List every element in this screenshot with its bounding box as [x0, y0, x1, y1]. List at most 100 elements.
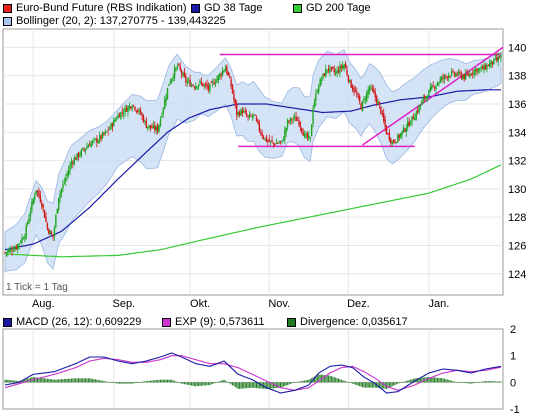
divergence-bar: [381, 382, 383, 389]
divergence-bar: [298, 381, 300, 383]
candle-body: [312, 108, 314, 124]
candle-body: [12, 250, 15, 252]
candle-body: [363, 98, 365, 101]
divergence-bar: [46, 378, 48, 383]
candle-body: [402, 127, 405, 133]
divergence-bar: [117, 382, 119, 384]
candle-body: [381, 112, 383, 114]
price-tick-label: 140: [508, 42, 526, 54]
divergence-bar: [402, 381, 404, 383]
divergence-bar: [337, 378, 339, 383]
candle-body: [387, 133, 389, 134]
divergence-bar: [305, 380, 307, 383]
candle-body: [306, 132, 309, 138]
divergence-bar: [460, 382, 462, 383]
divergence-bar: [192, 382, 194, 386]
divergence-bar: [123, 382, 125, 384]
candle-body: [163, 99, 166, 109]
legend-swatch-sma200: [293, 3, 302, 13]
divergence-bar: [353, 382, 355, 385]
divergence-bar: [391, 382, 393, 387]
divergence-bar: [496, 381, 498, 383]
divergence-bar: [232, 382, 234, 386]
divergence-bar: [230, 382, 232, 385]
candle-body: [118, 114, 121, 118]
divergence-bar: [289, 382, 291, 384]
month-label: Sep.: [112, 298, 135, 310]
divergence-bar: [288, 382, 290, 385]
candle-body: [57, 197, 60, 210]
divergence-bar: [329, 375, 331, 383]
divergence-bar: [141, 381, 143, 383]
candle-body: [158, 124, 160, 132]
candle-body: [52, 234, 54, 238]
candle-body: [384, 119, 386, 127]
candle-body: [443, 75, 446, 79]
divergence-bar: [53, 379, 55, 383]
divergence-bar: [72, 378, 74, 383]
divergence-bar: [427, 377, 429, 383]
divergence-bar: [494, 381, 496, 383]
divergence-bar: [106, 381, 108, 383]
divergence-bar: [451, 380, 453, 383]
legend-exp-label: EXP (9): 0,573611: [175, 316, 265, 328]
candle-body: [55, 215, 57, 227]
divergence-bar: [219, 381, 221, 383]
candle-body: [166, 87, 169, 99]
candle-body: [293, 116, 296, 118]
candle-body: [439, 78, 441, 83]
candle-body: [498, 57, 501, 59]
price-tick-label: 128: [508, 212, 526, 224]
candle-body: [31, 202, 33, 211]
candle-body: [364, 99, 367, 101]
divergence-bar: [410, 379, 412, 383]
candle-body: [286, 120, 289, 127]
divergence-bar: [453, 381, 455, 383]
candle-body: [320, 79, 323, 81]
divergence-bar: [155, 380, 157, 383]
divergence-bar: [246, 382, 248, 389]
divergence-bar: [216, 382, 218, 383]
candle-body: [49, 230, 51, 235]
candles: [4, 51, 502, 257]
candle-body: [226, 66, 228, 74]
divergence-bar: [103, 381, 105, 383]
candle-body: [156, 125, 159, 132]
candle-body: [107, 130, 109, 131]
divergence-bar: [66, 378, 68, 383]
divergence-bar: [405, 381, 407, 383]
candle-body: [353, 88, 355, 93]
candle-body: [457, 71, 460, 74]
divergence-bar: [121, 382, 123, 384]
divergence-bar: [431, 377, 433, 383]
candle-body: [272, 142, 275, 144]
divergence-bar: [116, 382, 118, 384]
divergence-bar: [39, 377, 41, 383]
candle-body: [155, 126, 157, 131]
divergence-bar: [455, 381, 457, 383]
divergence-bar: [325, 375, 327, 383]
candle-body: [74, 158, 77, 160]
candle-body: [319, 79, 321, 87]
divergence-bar: [169, 379, 171, 383]
candle-body: [144, 120, 146, 122]
divergence-bar: [28, 378, 30, 383]
candle-body: [196, 86, 198, 88]
divergence-bar: [257, 382, 259, 389]
divergence-bar: [486, 381, 488, 383]
candle-body: [175, 67, 177, 71]
candle-body: [326, 69, 328, 71]
divergence-bar: [500, 381, 502, 383]
candle-body: [190, 84, 193, 87]
candle-body: [449, 76, 451, 78]
candle-body: [5, 252, 8, 254]
divergence-bar: [90, 378, 92, 383]
divergence-bar: [239, 382, 241, 389]
candle-body: [323, 73, 326, 76]
divergence-bar: [151, 380, 153, 383]
candle-body: [438, 82, 440, 85]
candle-body: [233, 93, 235, 100]
divergence-bar: [268, 382, 270, 389]
divergence-bar: [10, 380, 12, 383]
divergence-bar: [236, 382, 238, 389]
